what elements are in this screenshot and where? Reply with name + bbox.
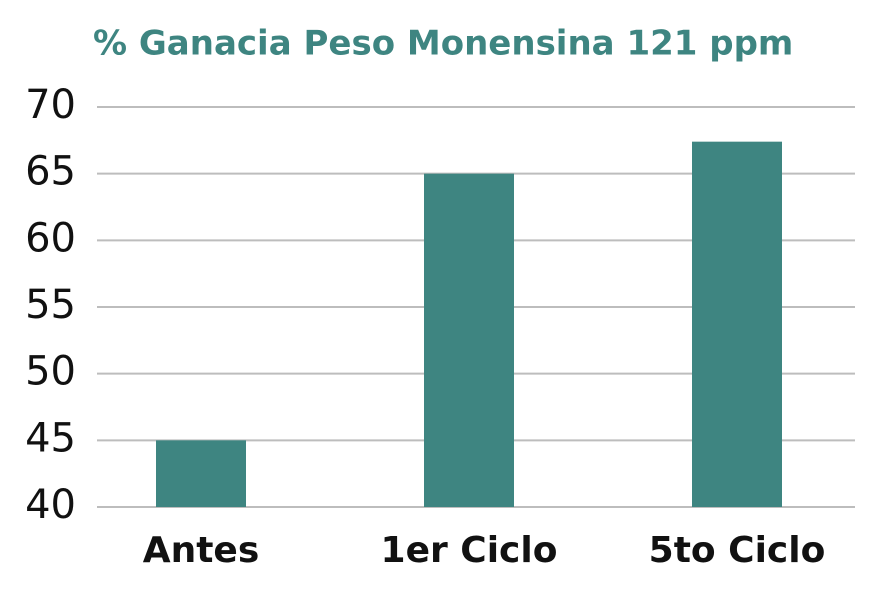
chart-title: % Ganacia Peso Monensina 121 ppm — [93, 24, 793, 64]
y-tick-label: 55 — [25, 282, 76, 328]
y-tick-label: 65 — [25, 149, 76, 195]
bar — [692, 141, 782, 507]
x-tick-label: 5to Ciclo — [649, 530, 826, 571]
y-tick-label: 40 — [25, 482, 76, 528]
y-tick-label: 70 — [25, 82, 76, 128]
x-tick-label: Antes — [143, 530, 260, 571]
bar — [424, 173, 514, 507]
bar — [156, 440, 246, 507]
x-tick-label: 1er Ciclo — [381, 530, 558, 571]
y-tick-label: 45 — [25, 415, 76, 461]
y-tick-label: 60 — [25, 215, 76, 261]
y-tick-label: 50 — [25, 349, 76, 395]
